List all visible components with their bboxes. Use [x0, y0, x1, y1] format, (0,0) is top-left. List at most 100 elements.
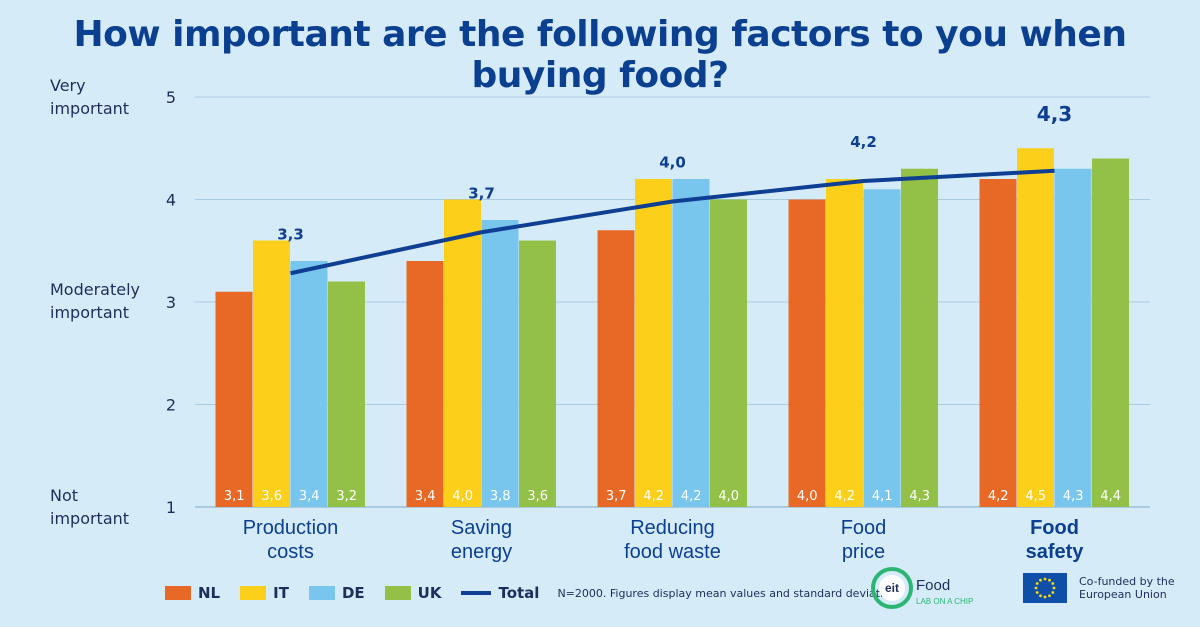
y-descriptor-not-important: Not important: [50, 484, 129, 530]
legend-label: DE: [341, 584, 365, 602]
y-descriptor-moderately-important: Moderately important: [50, 278, 140, 324]
eu-text-line: Co-funded by the: [1079, 575, 1175, 588]
bar-value-label: 3,8: [490, 489, 511, 504]
legend-swatch-it: [240, 586, 267, 600]
eu-cofunding-badge: Co-funded by the European Union: [1023, 573, 1200, 603]
bar-it: [444, 199, 481, 507]
legend-item-total: Total: [461, 584, 539, 602]
bar-de: [1054, 168, 1092, 507]
eu-star-icon: [1043, 595, 1047, 599]
bar-de: [290, 261, 328, 507]
bar-uk: [1092, 158, 1129, 507]
bar-value-label: 4,5: [1025, 489, 1046, 504]
bar-value-label: 4,1: [872, 489, 893, 504]
eu-star-icon: [1051, 582, 1055, 585]
total-value-label: 3,3: [277, 225, 304, 243]
bar-value-label: 3,6: [527, 489, 548, 504]
y-descriptor-line: important: [50, 99, 130, 118]
bar-value-label: 4,3: [1063, 489, 1084, 504]
category-label: safety: [1026, 541, 1085, 563]
category-label: costs: [267, 541, 314, 563]
bar-it: [635, 179, 672, 507]
total-value-label: 3,7: [468, 184, 495, 202]
bar-value-label: 3,6: [261, 489, 282, 504]
bar-de: [672, 179, 710, 507]
bar-de: [863, 189, 901, 507]
legend-swatch-uk: [384, 586, 411, 600]
y-tick-label: 1: [166, 498, 176, 517]
y-descriptor-line: Very: [50, 76, 86, 95]
legend: NL IT DE UK Total N=2000. Figures displa…: [165, 584, 900, 602]
eu-star-icon: [1035, 582, 1039, 585]
eit-wordmark: Food: [916, 577, 950, 594]
category-label: Saving: [451, 517, 512, 539]
total-value-label: 4,2: [850, 133, 877, 151]
bar-value-label: 4,2: [988, 489, 1009, 504]
bar-uk: [901, 168, 938, 507]
category-label: Food: [1030, 517, 1079, 539]
total-value-label: 4,3: [1037, 102, 1072, 126]
bar-nl: [406, 261, 444, 507]
eu-flag-icon: [1023, 573, 1067, 603]
bar-value-label: 4,2: [681, 489, 702, 504]
bar-it: [1017, 148, 1054, 507]
legend-item-nl: NL: [165, 584, 220, 602]
total-value-label: 4,0: [659, 154, 686, 172]
y-descriptor-very-important: Very important: [50, 74, 129, 120]
eit-subtitle: LAB ON A CHIP: [916, 597, 973, 606]
eu-text-line: European Union: [1079, 588, 1167, 601]
bar-nl: [788, 199, 826, 507]
y-tick-label: 4: [166, 191, 176, 210]
bar-value-label: 4,4: [1100, 489, 1121, 504]
bar-value-label: 4,3: [909, 489, 930, 504]
y-descriptor-line: Not: [50, 486, 79, 505]
legend-item-it: IT: [240, 584, 289, 602]
bar-it: [253, 240, 290, 507]
bar-value-label: 3,7: [606, 489, 627, 504]
bar-nl: [215, 291, 253, 507]
sample-note: N=2000. Figures display mean values and …: [557, 586, 901, 600]
eit-badge-icon: [879, 575, 905, 601]
bar-nl: [597, 230, 635, 507]
y-tick-label: 3: [166, 293, 176, 312]
eu-stars-icon: [1034, 577, 1056, 599]
category-label: Food: [841, 517, 887, 539]
bar-value-label: 4,0: [718, 489, 739, 504]
total-line: [290, 168, 1055, 276]
legend-item-uk: UK: [384, 584, 442, 602]
bar-it: [826, 179, 863, 507]
y-tick-label: 5: [166, 88, 176, 107]
bar-uk: [710, 199, 747, 507]
eit-food-logo: eit Food LAB ON A CHIP: [871, 567, 973, 609]
bar-uk: [519, 240, 556, 507]
category-label: energy: [451, 541, 512, 563]
bar-value-label: 4,0: [797, 489, 818, 504]
legend-label: UK: [417, 584, 442, 602]
legend-label: IT: [273, 584, 289, 602]
legend-label: NL: [198, 584, 221, 602]
bar-value-label: 3,4: [299, 489, 320, 504]
eu-star-icon: [1043, 577, 1047, 581]
bar-value-label: 3,1: [224, 489, 245, 504]
eit-mark: eit: [885, 581, 899, 595]
y-descriptor-line: important: [50, 509, 130, 528]
category-label: food waste: [624, 541, 721, 563]
eu-star-icon: [1052, 586, 1056, 590]
legend-item-de: DE: [308, 584, 365, 602]
eit-ring-icon: [871, 567, 913, 609]
eu-star-icon: [1039, 594, 1042, 598]
y-tick-label: 2: [166, 396, 176, 415]
legend-label: Total: [498, 584, 540, 602]
bar-value-label: 4,2: [643, 489, 664, 504]
legend-swatch-nl: [165, 586, 191, 600]
bar-value-label: 3,4: [415, 489, 436, 504]
category-label: Reducing: [630, 517, 715, 539]
legend-swatch-total: [461, 591, 492, 595]
eu-star-icon: [1051, 591, 1055, 594]
eu-star-icon: [1048, 594, 1051, 598]
eu-star-icon: [1034, 586, 1038, 590]
bar-uk: [328, 281, 365, 507]
eu-star-icon: [1048, 578, 1051, 582]
